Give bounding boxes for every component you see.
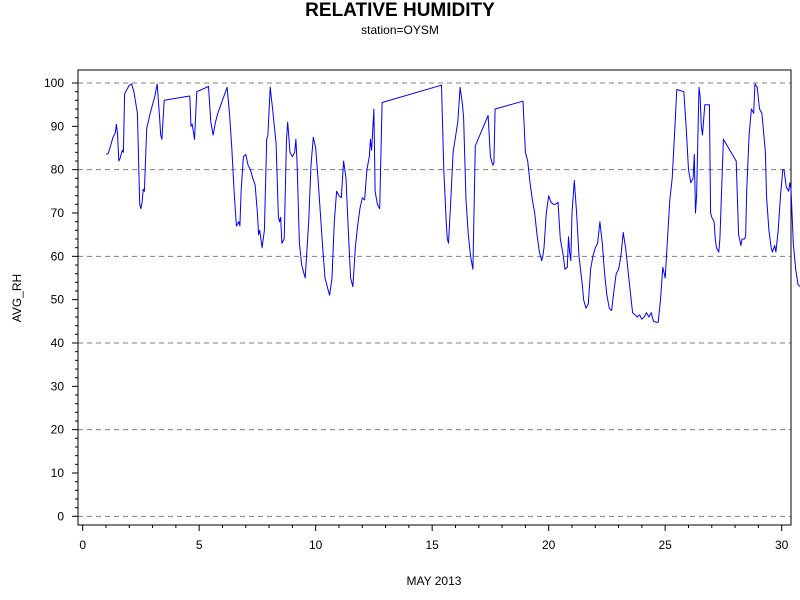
- x-tick-label: 20: [542, 538, 556, 552]
- y-tick-label: 70: [51, 206, 65, 220]
- y-tick-label: 90: [51, 119, 65, 133]
- y-tick-label: 30: [51, 379, 65, 393]
- x-axis: 0 5 10 15 20 25 30: [79, 525, 789, 552]
- y-tick-label: 60: [51, 249, 65, 263]
- x-tick-label: 5: [196, 538, 203, 552]
- x-tick-label: 0: [79, 538, 86, 552]
- plot-area-frame: [77, 69, 792, 526]
- y-tick-label: 10: [51, 466, 65, 480]
- chart-title: RELATIVE HUMIDITY: [305, 0, 495, 21]
- y-tick-label: 0: [57, 509, 64, 523]
- y-tick-label: 50: [51, 293, 65, 307]
- x-tick-label: 30: [775, 538, 789, 552]
- y-tick-label: 20: [51, 423, 65, 437]
- y-axis: 0 10 20 30 40 50 60 70 80 90 100: [44, 76, 78, 523]
- chart-subtitle: station=OYSM: [361, 23, 439, 37]
- y-tick-label: 100: [44, 76, 64, 90]
- series-line-1: [105, 83, 800, 323]
- y-tick-label: 40: [51, 336, 65, 350]
- gridlines: [78, 82, 791, 517]
- x-tick-label: 10: [309, 538, 323, 552]
- y-axis-label: AVG_RH: [10, 274, 24, 322]
- x-axis-label: MAY 2013: [407, 574, 462, 588]
- y-tick-label: 80: [51, 163, 65, 177]
- series: [105, 83, 800, 323]
- x-tick-label: 25: [658, 538, 672, 552]
- x-tick-label: 15: [425, 538, 439, 552]
